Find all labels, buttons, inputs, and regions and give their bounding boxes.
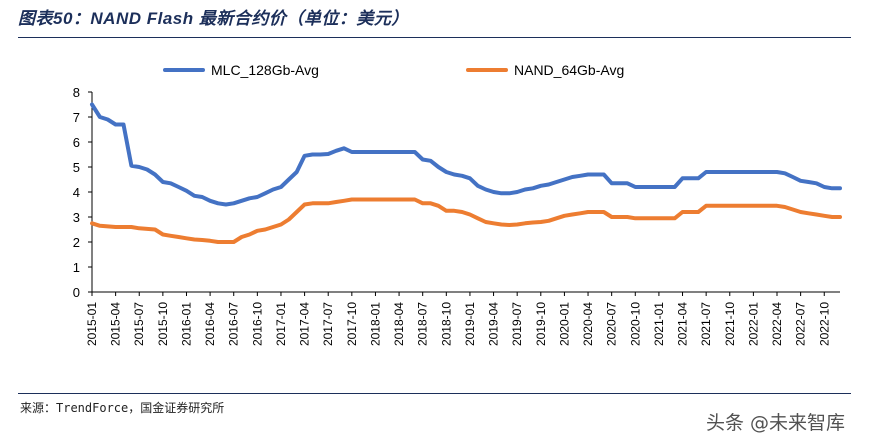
y-tick-label: 0: [73, 285, 80, 300]
x-tick-label: 2016-10: [250, 302, 264, 346]
x-tick-label: 2020-04: [581, 302, 595, 346]
x-tick-label: 2020-07: [605, 302, 619, 346]
x-tick-label: 2017-07: [321, 302, 335, 346]
x-tick-label: 2020-10: [628, 302, 642, 346]
x-tick-label: 2018-07: [416, 302, 430, 346]
x-tick-label: 2017-10: [345, 302, 359, 346]
x-tick-label: 2021-07: [699, 302, 713, 346]
x-tick-label: 2022-01: [746, 302, 760, 346]
x-tick-label: 2017-01: [274, 302, 288, 346]
x-tick-label: 2015-10: [156, 302, 170, 346]
legend: MLC_128Gb-Avg NAND_64Gb-Avg: [163, 62, 624, 78]
x-tick-label: 2018-04: [392, 302, 406, 346]
line-chart: MLC_128Gb-Avg NAND_64Gb-Avg 0 1 2 3 4 5 6 7 8 201…: [73, 62, 842, 346]
x-tick-label: 2021-10: [723, 302, 737, 346]
y-tick-label: 3: [73, 210, 80, 225]
y-axis: 0 1 2 3 4 5 6 7 8: [73, 85, 93, 300]
x-tick-label: 2016-04: [203, 302, 217, 346]
x-axis: 2015-01 2015-04 2015-07 2015-10 2016-01 2016-…: [85, 291, 840, 346]
x-tick-label: 2022-07: [794, 302, 808, 346]
x-tick-label: 2019-01: [463, 302, 477, 346]
x-tick-label: 2015-07: [132, 302, 146, 346]
watermark: 头条 @未来智库: [705, 412, 845, 434]
legend-label: MLC_128Gb-Avg: [211, 62, 319, 78]
x-tick-label: 2022-10: [817, 302, 831, 346]
source-divider: [18, 393, 851, 394]
y-tick-label: 2: [73, 235, 80, 250]
x-tick-label: 2016-07: [227, 302, 241, 346]
series-line-nand-64gb-avg: [90, 197, 842, 244]
chart-title: 图表50：NAND Flash 最新合约价（单位：美元）: [18, 9, 409, 28]
x-tick-label: 2020-01: [557, 302, 571, 346]
x-tick-label: 2016-01: [179, 302, 193, 346]
series-layer: [90, 102, 842, 244]
x-tick-label: 2015-04: [109, 302, 123, 346]
x-tick-label: 2019-07: [510, 302, 524, 346]
x-tick-label: 2018-10: [439, 302, 453, 346]
x-tick-label: 2017-04: [298, 302, 312, 346]
legend-label: NAND_64Gb-Avg: [514, 62, 624, 78]
series-line-mlc-128gb-avg: [90, 102, 842, 207]
y-tick-label: 8: [73, 85, 80, 100]
x-tick-label: 2022-04: [770, 302, 784, 346]
title-divider: [18, 37, 851, 38]
y-tick-label: 6: [73, 135, 80, 150]
x-tick-label: 2021-01: [652, 302, 666, 346]
y-tick-label: 1: [73, 260, 80, 275]
y-tick-label: 4: [73, 185, 80, 200]
y-tick-label: 7: [73, 110, 80, 125]
y-tick-label: 5: [73, 160, 80, 175]
x-tick-label: 2021-04: [676, 302, 690, 346]
x-tick-label: 2019-04: [487, 302, 501, 346]
source-note: 来源：TrendForce，国金证券研究所: [20, 401, 225, 415]
x-tick-label: 2019-10: [534, 302, 548, 346]
x-tick-label: 2015-01: [85, 302, 99, 346]
x-tick-label: 2018-01: [368, 302, 382, 346]
